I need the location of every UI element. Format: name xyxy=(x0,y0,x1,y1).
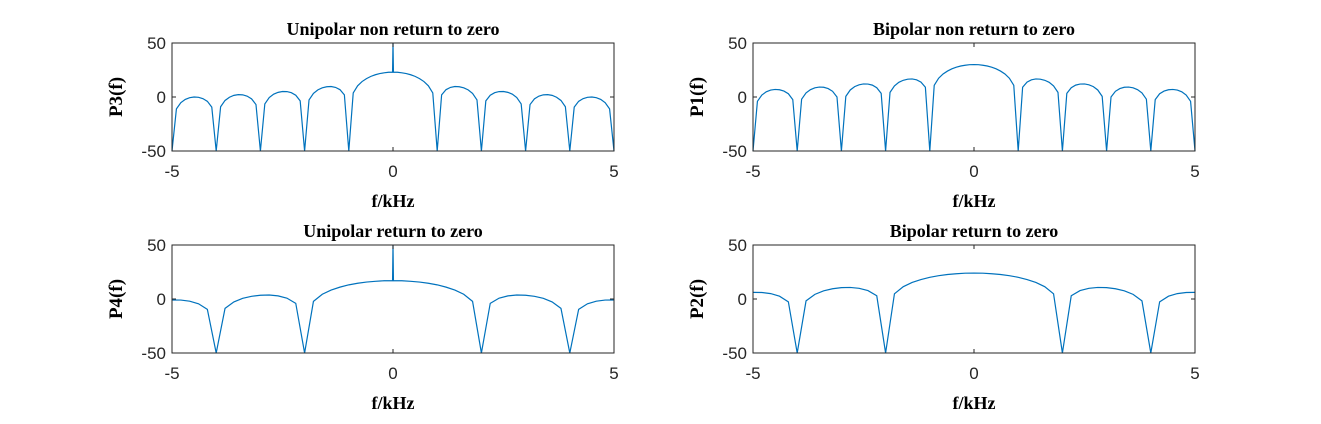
y-tick-label: 0 xyxy=(738,88,747,107)
y-tick-label: 0 xyxy=(157,88,166,107)
x-axis-label: f/kHz xyxy=(372,191,415,211)
psd-line xyxy=(752,272,1196,354)
y-tick-label: 0 xyxy=(738,290,747,309)
x-tick-label: 0 xyxy=(969,364,978,383)
chart-title: Bipolar return to zero xyxy=(890,221,1058,241)
x-tick-label: 5 xyxy=(609,364,618,383)
x-tick-label: -5 xyxy=(164,162,179,181)
x-axis-label: f/kHz xyxy=(953,393,996,413)
chart-title: Unipolar non return to zero xyxy=(286,19,499,39)
axes-background xyxy=(753,245,1195,353)
axes-background xyxy=(753,43,1195,151)
psd-line xyxy=(752,63,1196,152)
x-tick-label: 5 xyxy=(609,162,618,181)
y-tick-label: 50 xyxy=(147,34,166,53)
x-axis-label: f/kHz xyxy=(372,393,415,413)
y-tick-label: -50 xyxy=(141,142,166,161)
y-tick-label: 50 xyxy=(728,236,747,255)
x-tick-label: -5 xyxy=(164,364,179,383)
y-tick-label: -50 xyxy=(722,142,747,161)
x-tick-label: 0 xyxy=(969,162,978,181)
x-tick-label: 5 xyxy=(1190,364,1199,383)
chart-title: Unipolar return to zero xyxy=(303,221,482,241)
y-axis-label: P4(f) xyxy=(106,279,127,319)
chart-title: Bipolar non return to zero xyxy=(873,19,1075,39)
y-tick-label: 0 xyxy=(157,290,166,309)
y-tick-label: -50 xyxy=(722,344,747,363)
y-axis-label: P1(f) xyxy=(687,77,708,117)
y-axis-label: P2(f) xyxy=(687,279,708,319)
y-tick-label: 50 xyxy=(728,34,747,53)
y-axis-label: P3(f) xyxy=(106,77,127,117)
x-tick-label: 0 xyxy=(388,162,397,181)
x-tick-label: -5 xyxy=(745,162,760,181)
x-tick-label: 5 xyxy=(1190,162,1199,181)
y-tick-label: 50 xyxy=(147,236,166,255)
y-tick-label: -50 xyxy=(141,344,166,363)
x-tick-label: -5 xyxy=(745,364,760,383)
x-axis-label: f/kHz xyxy=(953,191,996,211)
x-tick-label: 0 xyxy=(388,364,397,383)
